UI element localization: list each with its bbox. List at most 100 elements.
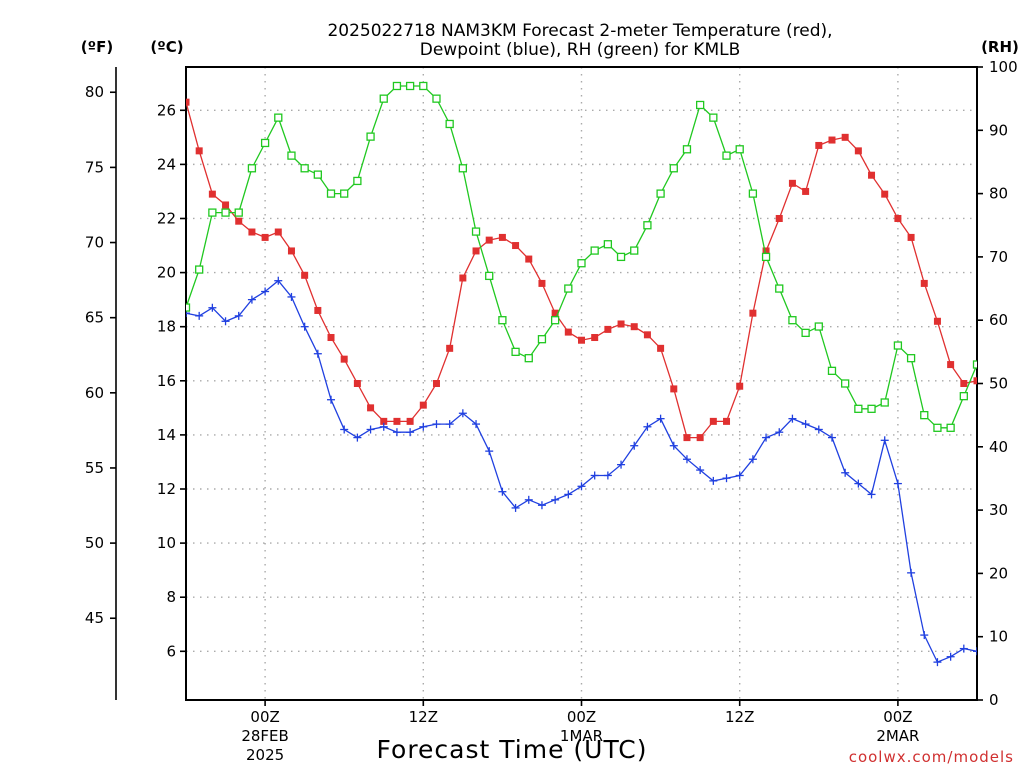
dewpoint-point — [300, 322, 309, 331]
rh-point — [735, 145, 744, 154]
rh-point — [761, 252, 771, 262]
rh-point — [827, 366, 837, 375]
temperature-point — [406, 417, 414, 425]
temperature-point — [459, 274, 467, 282]
dewpoint-point — [933, 658, 942, 667]
rh-point — [300, 164, 309, 173]
time-tick-label: 12Z — [725, 708, 754, 726]
dewpoint-point — [564, 490, 573, 499]
temperature-point — [353, 380, 361, 387]
temperature-point — [617, 320, 625, 328]
temperature-point — [432, 380, 440, 387]
time-tick-label: 00Z — [567, 708, 596, 726]
rh-point — [445, 119, 454, 129]
rh-point — [880, 398, 889, 407]
dewpoint-point — [419, 422, 428, 431]
rh-point — [577, 259, 586, 268]
dewpoint-point — [959, 644, 968, 653]
temperature-point — [854, 147, 862, 155]
temperature-point — [643, 331, 651, 339]
dewpoint-point — [880, 436, 889, 445]
temperature-point — [775, 214, 783, 222]
dewpoint-point — [379, 422, 388, 431]
rh-point — [366, 132, 375, 141]
temperature-point — [248, 228, 256, 236]
rh-point — [221, 208, 230, 217]
x-axis-title: Forecast Time (UTC) — [377, 735, 648, 764]
temperature-point — [802, 187, 810, 195]
rh-point — [722, 151, 731, 160]
rh-point — [893, 341, 903, 350]
temperature-point — [301, 271, 309, 279]
rh-point — [933, 423, 942, 432]
dewpoint-point — [313, 349, 322, 358]
date-label: 2MAR — [876, 727, 919, 745]
chart-title-line-1: 2025022718 NAM3KM Forecast 2-meter Tempe… — [327, 21, 832, 41]
rh-tick-label: 0 — [989, 691, 999, 709]
dewpoint-point — [590, 471, 599, 480]
celsius-tick-label: 6 — [166, 642, 176, 660]
temperature-point — [920, 279, 928, 287]
temperature-point — [841, 133, 849, 141]
rh-point — [788, 316, 797, 325]
dewpoint-point — [669, 441, 678, 450]
rh-point — [959, 392, 968, 401]
temperature-point — [960, 380, 968, 387]
rh-point — [392, 81, 402, 91]
dewpoint-point — [340, 425, 349, 434]
rh-point — [432, 94, 441, 103]
rh-tick-label: 20 — [989, 564, 1008, 582]
fahrenheit-tick-label: 45 — [85, 609, 104, 627]
series-layer — [186, 81, 977, 667]
rh-point — [696, 100, 705, 110]
rh-point — [920, 410, 929, 420]
temperature-point — [723, 417, 731, 425]
rh-unit-label: (RH) — [981, 38, 1019, 56]
rh-point — [603, 240, 613, 249]
rh-point — [814, 322, 823, 331]
temperature-point — [195, 147, 203, 155]
source-credit: coolwx.com/models — [849, 748, 1014, 766]
temperature-point — [235, 217, 243, 225]
rh-point — [616, 252, 626, 262]
dewpoint-point — [472, 420, 481, 429]
temperature-point — [208, 190, 216, 198]
temperature-point — [894, 214, 902, 222]
time-tick-label: 00Z — [250, 708, 279, 726]
temperature-point — [367, 404, 375, 412]
dewpoint-point — [854, 479, 863, 488]
dewpoint-point — [617, 460, 626, 469]
dewpoint-point — [234, 311, 243, 320]
rh-point — [669, 164, 678, 173]
rh-point — [458, 164, 468, 173]
rh-point — [485, 271, 494, 281]
rh-tick-label: 10 — [989, 628, 1008, 646]
fahrenheit-tick-label: 55 — [85, 459, 104, 477]
rh-point — [498, 316, 507, 325]
rh-tick-label: 90 — [989, 121, 1008, 139]
temperature-point — [393, 417, 401, 425]
rh-point — [550, 316, 560, 325]
rh-point — [537, 335, 547, 344]
temperature-point — [815, 141, 823, 149]
date-label: 1MAR — [560, 727, 603, 745]
celsius-tick-label: 26 — [157, 101, 176, 119]
rh-point — [471, 227, 481, 236]
dewpoint-point — [186, 309, 190, 318]
dewpoint-point — [735, 471, 744, 480]
fahrenheit-unit-label: (ºF) — [81, 38, 113, 56]
temperature-point — [947, 361, 955, 369]
temperature-point — [472, 247, 480, 255]
rh-point — [313, 170, 322, 179]
rh-tick-label: 60 — [989, 311, 1008, 329]
dewpoint-point — [485, 447, 494, 456]
dewpoint-point — [577, 482, 586, 491]
celsius-tick-label: 20 — [157, 264, 176, 282]
rh-point — [274, 113, 283, 122]
dewpoint-point — [696, 466, 705, 475]
rh-point — [906, 354, 916, 363]
rh-tick-label: 30 — [989, 501, 1008, 519]
dewpoint-point — [656, 414, 665, 423]
dewpoint-point — [973, 647, 977, 656]
